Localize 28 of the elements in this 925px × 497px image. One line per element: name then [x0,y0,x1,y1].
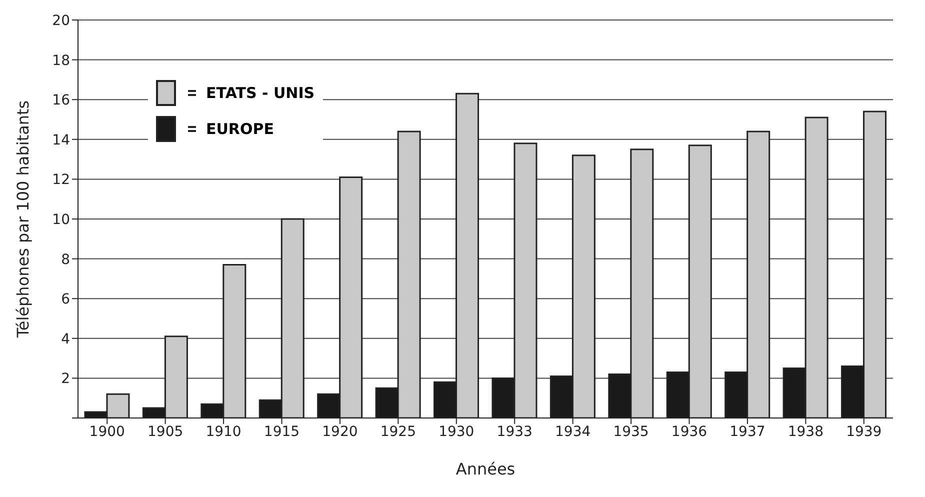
x-tick-label: 1933 [496,424,532,440]
y-tick-label: 18 [52,52,70,69]
x-tick-label: 1920 [322,424,358,440]
x-tick-label: 1938 [788,424,824,440]
y-tick-label: 14 [52,132,70,148]
y-tick-label: 4 [61,331,70,348]
y-tick-label: 8 [61,252,70,268]
x-tick-label: 1905 [148,424,184,440]
y-tick-label: 2 [61,371,70,388]
x-tick-label: 1915 [264,424,300,440]
y-tick-label: 12 [52,172,70,188]
legend-label: ETATS - UNIS [206,84,315,102]
y-tick-label: 20 [52,12,70,29]
x-tick-label: 1900 [89,424,125,440]
x-tick-label: 1930 [438,424,474,440]
x-tick-label: 1934 [555,424,591,440]
x-axis-title: Années [456,459,516,478]
y-tick-label: 10 [52,212,70,228]
y-tick-label: 16 [52,92,70,109]
legend-label: EUROPE [206,120,274,138]
y-axis-title: Téléphones par 100 habitants [14,100,33,339]
x-tick-label: 1910 [206,424,242,440]
x-tick-label: 1936 [671,424,708,440]
x-tick-label: 1939 [846,424,882,440]
x-tick-label: 1925 [380,424,416,440]
x-tick-label: 1935 [613,424,649,440]
x-tick-label: 1937 [730,424,766,440]
y-tick-label: 6 [61,292,70,308]
